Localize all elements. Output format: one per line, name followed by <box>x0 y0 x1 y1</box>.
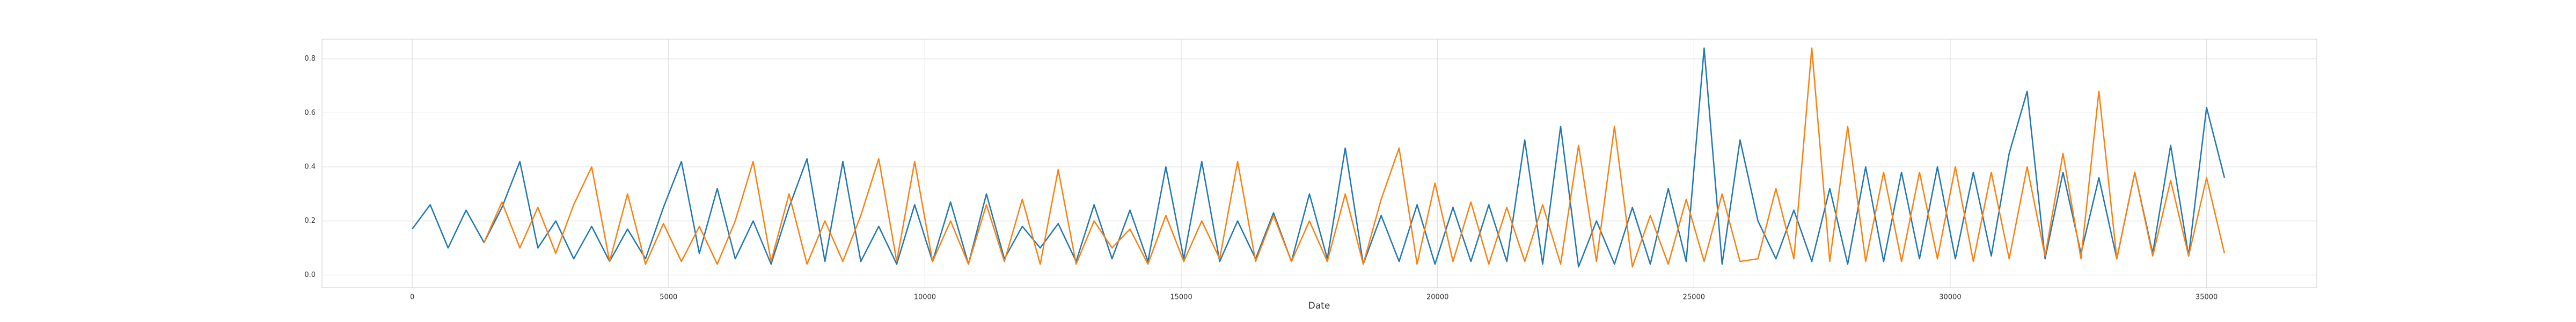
y-tick-label: 0.6 <box>304 109 316 117</box>
series-line <box>412 47 2226 268</box>
x-tick-label: 20000 <box>1426 294 1448 302</box>
y-tick-label: 0.2 <box>304 217 316 225</box>
plot-frame <box>321 39 2317 288</box>
y-tick-label: 0.0 <box>304 271 316 279</box>
x-tick-label: 10000 <box>914 294 936 302</box>
x-tick-label: 5000 <box>660 294 677 302</box>
x-tick-label: 30000 <box>1939 294 1961 302</box>
x-tick-label: 0 <box>410 294 414 302</box>
x-tick-label: 35000 <box>2196 294 2218 302</box>
y-tick-label: 0.4 <box>304 163 316 171</box>
x-tick-label: 25000 <box>1683 294 1705 302</box>
y-tick-label: 0.8 <box>304 55 316 63</box>
series-line <box>483 47 2226 268</box>
x-tick-label: 15000 <box>1170 294 1192 302</box>
x-axis-label: Date <box>1308 301 1330 311</box>
